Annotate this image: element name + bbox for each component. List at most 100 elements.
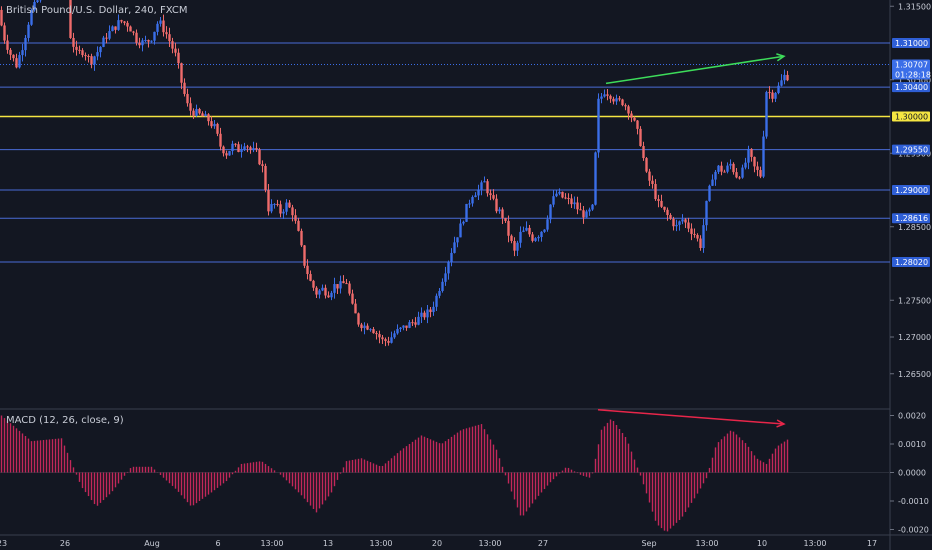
green-trend-arrow-head — [776, 53, 786, 62]
candle-body — [651, 180, 654, 185]
candle-body — [765, 92, 768, 137]
candle-body — [207, 114, 210, 122]
candle-body — [768, 92, 771, 94]
candle-body — [660, 200, 663, 207]
candle-body — [75, 46, 78, 50]
candle-body — [714, 171, 717, 180]
candle-body — [381, 337, 384, 340]
level-tag-label: 1.28020 — [895, 258, 928, 267]
candle-body — [36, 0, 39, 2]
candle-body — [435, 295, 438, 307]
candle-body — [621, 99, 624, 106]
candle-body — [342, 281, 345, 284]
candle-body — [3, 25, 6, 41]
candle-body — [180, 63, 183, 83]
candle-body — [159, 20, 162, 24]
candle-body — [750, 148, 753, 157]
candle-body — [516, 242, 519, 251]
candle-body — [579, 209, 582, 211]
candle-body — [219, 133, 222, 147]
candle-body — [555, 193, 558, 197]
candle-body — [120, 20, 123, 22]
candle-body — [333, 284, 336, 293]
candle-body — [288, 202, 291, 208]
level-tag-label: 1.28616 — [895, 214, 928, 223]
candle-body — [513, 240, 516, 251]
candle-body — [645, 158, 648, 172]
candle-body — [297, 220, 300, 231]
candle-body — [456, 237, 459, 243]
level-tag-label: 1.29550 — [895, 146, 928, 155]
candle-body — [18, 55, 21, 68]
candle-body — [399, 327, 402, 330]
candle-body — [192, 110, 195, 116]
candle-body — [198, 109, 201, 114]
candle-body — [141, 40, 144, 46]
candle-body — [372, 329, 375, 334]
level-tag — [892, 213, 930, 224]
candle-body — [258, 149, 261, 165]
level-tag — [892, 257, 930, 268]
candle-body — [702, 225, 705, 249]
candle-body — [498, 209, 501, 212]
candle-body — [414, 322, 417, 325]
candle-body — [126, 22, 129, 27]
candle-body — [429, 309, 432, 313]
candle-body — [624, 105, 627, 107]
candle-body — [417, 316, 420, 325]
candle-body — [162, 20, 165, 33]
candle-body — [576, 202, 579, 210]
candle-body — [486, 181, 489, 194]
candle-body — [291, 207, 294, 216]
candle-body — [669, 215, 672, 219]
candle-body — [549, 204, 552, 220]
candle-body — [444, 273, 447, 282]
candle-body — [504, 217, 507, 221]
candle-body — [642, 146, 645, 159]
candle-body — [252, 148, 255, 150]
candle-body — [684, 219, 687, 223]
time-tick-label: 13:00 — [803, 539, 826, 548]
time-tick-label: 13:00 — [478, 539, 501, 548]
time-tick-label: 13:00 — [695, 539, 718, 548]
candle-body — [441, 281, 444, 291]
candle-body — [330, 292, 333, 298]
candle-body — [654, 184, 657, 200]
candle-body — [249, 147, 252, 150]
candle-body — [363, 325, 366, 329]
candle-body — [195, 109, 198, 116]
candle-body — [282, 211, 285, 214]
candle-body — [234, 143, 237, 145]
candle-body — [564, 197, 567, 199]
candle-body — [348, 283, 351, 294]
candle-body — [573, 202, 576, 205]
candle-body — [534, 238, 537, 241]
candle-body — [339, 281, 342, 289]
candle-body — [693, 233, 696, 235]
candle-body — [216, 123, 219, 134]
candle-body — [474, 195, 477, 198]
candle-body — [150, 40, 153, 42]
candle-body — [327, 295, 330, 298]
candle-body — [465, 203, 468, 222]
level-tag — [892, 144, 930, 155]
candle-body — [777, 85, 780, 93]
candle-body — [30, 10, 33, 25]
candle-body — [771, 92, 774, 99]
level-tag-label: 1.29000 — [895, 186, 928, 195]
candle-body — [753, 156, 756, 167]
candle-body — [312, 280, 315, 288]
candle-body — [12, 54, 15, 59]
candle-body — [303, 245, 306, 266]
candle-body — [108, 31, 111, 39]
candle-body — [618, 98, 621, 100]
candle-body — [387, 340, 390, 343]
candle-body — [366, 325, 369, 330]
candle-body — [726, 165, 729, 172]
time-tick-label: 13:00 — [260, 539, 283, 548]
candle-body — [636, 120, 639, 129]
candle-body — [747, 148, 750, 163]
level-tag-label: 1.30707 — [895, 61, 928, 70]
candle-body — [552, 196, 555, 205]
